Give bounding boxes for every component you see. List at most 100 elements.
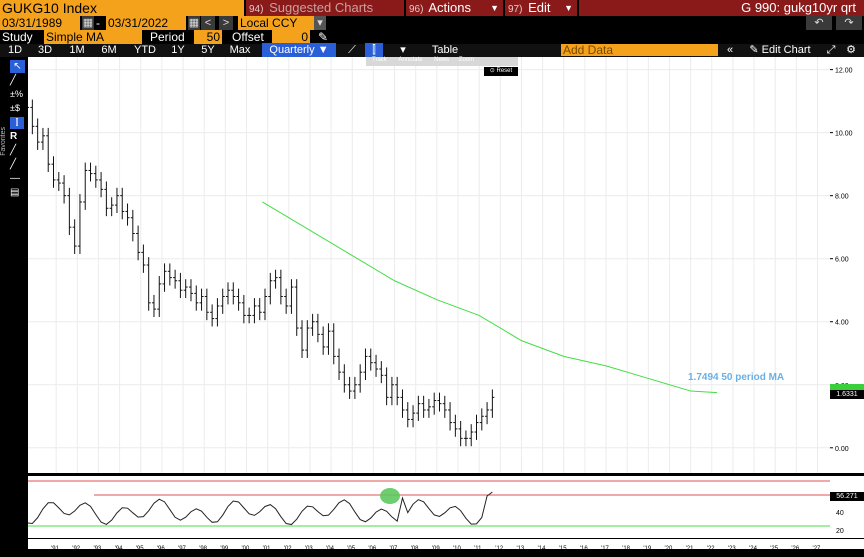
- calendar-icon[interactable]: ▦: [82, 16, 94, 30]
- price-bar: [474, 414, 479, 440]
- x-tick-label: '16: [580, 546, 588, 552]
- end-date-field[interactable]: 03/31/2022: [106, 16, 186, 30]
- undo-icon[interactable]: ↶: [806, 16, 832, 30]
- edit-menu[interactable]: 97) Edit ▼: [505, 0, 577, 16]
- study-type-select[interactable]: Simple MA: [44, 30, 142, 44]
- actions-menu[interactable]: 96) Actions ▼: [406, 0, 503, 16]
- chevron-down-icon: ▼: [490, 3, 499, 13]
- ticker-text: GUKG10 Index: [2, 0, 97, 16]
- price-bar: [225, 282, 230, 305]
- price-bar: [469, 424, 474, 447]
- next-arrow-icon[interactable]: >: [219, 16, 233, 30]
- fibonacci-icon[interactable]: ⫿: [10, 117, 24, 129]
- period-tab-max[interactable]: Max: [229, 44, 251, 56]
- price-bar: [247, 307, 252, 324]
- oscillator-value-badge: 56.271: [830, 492, 864, 501]
- x-tick-label: '02: [284, 546, 292, 552]
- price-bar: [83, 162, 88, 210]
- percent-tool-icon[interactable]: ±%: [10, 89, 23, 99]
- x-tick-label: '14: [538, 546, 546, 552]
- redo-icon[interactable]: ↷: [836, 16, 862, 30]
- calendar-icon[interactable]: ▦: [188, 16, 200, 30]
- start-date-field[interactable]: 03/31/1989: [0, 16, 80, 30]
- oscillator-line: [21, 491, 493, 526]
- price-bar: [331, 323, 336, 365]
- period-field[interactable]: 50: [194, 30, 222, 44]
- offset-field[interactable]: 0: [272, 30, 310, 44]
- expand-icon[interactable]: ⤢: [826, 44, 836, 56]
- dollar-tool-icon[interactable]: ±$: [10, 103, 20, 113]
- oscillator-panel[interactable]: [21, 476, 830, 538]
- price-bar: [379, 361, 384, 384]
- track-button[interactable]: Track: [372, 57, 387, 63]
- period-tab-3d[interactable]: 3D: [37, 44, 53, 56]
- x-tick-label: '91: [51, 546, 59, 552]
- price-bar: [72, 219, 77, 254]
- x-tick-label: '19: [643, 546, 651, 552]
- period-tab-ytd[interactable]: YTD: [134, 44, 156, 56]
- period-tab-5y[interactable]: 5Y: [201, 44, 215, 56]
- price-bar: [204, 288, 209, 321]
- suggested-charts-menu[interactable]: 94) Suggested Charts: [246, 0, 404, 16]
- line-chart-icon[interactable]: ⟋: [348, 44, 356, 56]
- price-bar: [374, 354, 379, 377]
- period-tab-1m[interactable]: 1M: [69, 44, 85, 56]
- zoom-button[interactable]: Zoom: [458, 57, 475, 63]
- x-tick-label: '06: [368, 546, 376, 552]
- favorites-tab[interactable]: Favorites: [0, 127, 7, 156]
- news-button[interactable]: News: [434, 57, 450, 63]
- period-tab-1y[interactable]: 1Y: [171, 44, 185, 56]
- price-bar: [432, 392, 437, 415]
- price-bar: [199, 288, 204, 311]
- x-tick-label: '23: [728, 546, 736, 552]
- add-data-field[interactable]: Add Data: [561, 44, 718, 56]
- edit-chart-button[interactable]: ✎ Edit Chart: [749, 44, 811, 56]
- y-tick-label: 12.00: [835, 68, 853, 75]
- price-bar: [257, 298, 262, 321]
- currency-select[interactable]: Local CCY: [238, 16, 314, 30]
- price-bar: [46, 127, 51, 173]
- pointer-icon[interactable]: ↖: [10, 60, 25, 73]
- price-bar: [321, 326, 326, 355]
- x-tick-label: '27: [813, 546, 821, 552]
- price-bar: [51, 156, 56, 188]
- trend-tool-icon[interactable]: ╱: [10, 145, 17, 156]
- ticker-field[interactable]: GUKG10 Index: [0, 0, 244, 16]
- price-bar: [300, 320, 305, 358]
- period-tab-1d[interactable]: 1D: [7, 44, 23, 56]
- price-bar: [99, 172, 104, 198]
- chevron-down-icon[interactable]: ▾: [400, 44, 406, 56]
- annotate-button[interactable]: Annotate: [398, 57, 423, 63]
- r-tool-icon[interactable]: R: [10, 131, 18, 142]
- x-axis: '91 '92 '93 '94 '95 '96 '97 '98 '99 '00 '01 '02 '03 '…: [28, 539, 864, 552]
- price-bar: [130, 209, 135, 242]
- price-chart[interactable]: Track Annotate News Zoom ⊙ Reset 1.7494 …: [19, 57, 830, 473]
- frequency-select[interactable]: Quarterly ▼: [262, 43, 336, 57]
- ray-tool-icon[interactable]: ╱: [10, 159, 17, 170]
- line-tool-icon[interactable]: ╱: [10, 75, 17, 86]
- offset-label: Offset: [232, 30, 264, 44]
- panel-divider[interactable]: [0, 473, 864, 476]
- price-bar: [453, 414, 458, 437]
- x-tick-label: '15: [559, 546, 567, 552]
- oscillator-svg: [21, 480, 830, 527]
- price-bar: [125, 203, 130, 226]
- chevron-down-icon[interactable]: ▾: [314, 16, 326, 30]
- x-tick-label: '04: [326, 546, 334, 552]
- table-button[interactable]: Table: [431, 44, 459, 56]
- x-tick-label: '94: [115, 546, 123, 552]
- study-label: Study: [2, 30, 33, 44]
- hline-tool-icon[interactable]: —: [10, 173, 20, 184]
- period-tab-6m[interactable]: 6M: [101, 44, 117, 56]
- settings-icon[interactable]: ⚙: [846, 44, 856, 56]
- pencil-icon[interactable]: ✎: [318, 30, 329, 44]
- price-bar: [162, 263, 167, 292]
- collapse-icon[interactable]: «: [726, 44, 734, 56]
- reset-button[interactable]: ⊙ Reset: [484, 67, 518, 76]
- price-bar: [437, 392, 442, 412]
- price-bar: [146, 257, 151, 311]
- previous-arrow-icon[interactable]: <: [201, 16, 215, 30]
- channel-tool-icon[interactable]: ▤: [10, 187, 20, 198]
- bar-chart-icon[interactable]: ⫿: [365, 43, 383, 57]
